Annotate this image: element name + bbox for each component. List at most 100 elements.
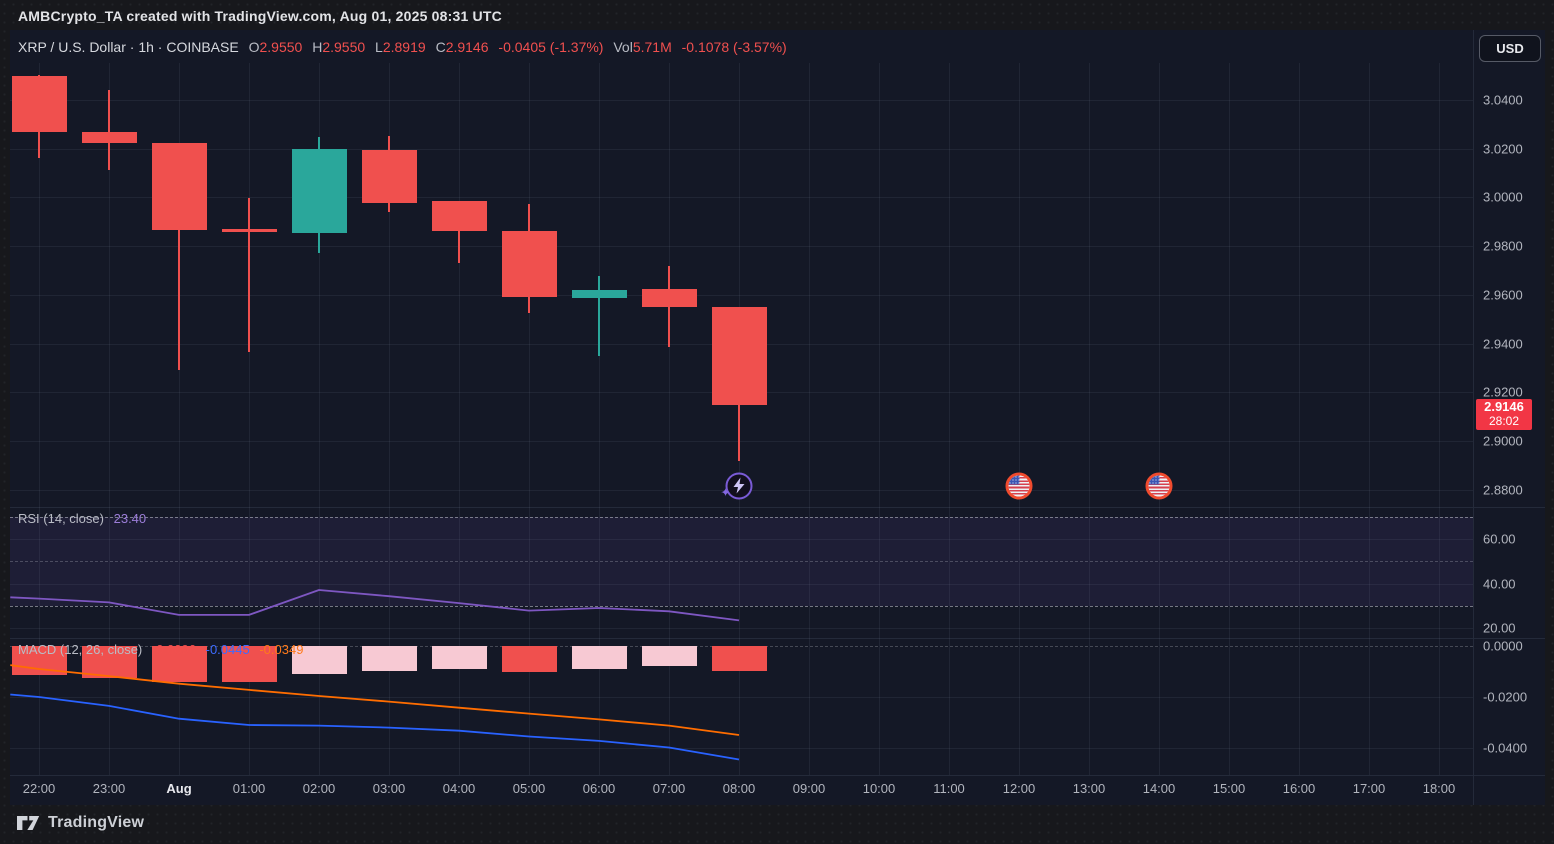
rsi-band-line-30 — [10, 605, 1473, 607]
candle-body-08:00 — [711, 307, 767, 406]
macd-title[interactable]: MACD (12, 26, close) — [18, 642, 143, 657]
macd-histogram-bar-07:00 — [641, 646, 697, 667]
price-axis-separator — [1473, 30, 1474, 805]
macd-histogram-value: -0.0096 — [151, 642, 196, 657]
gridline-price — [10, 197, 1473, 199]
gridline-price — [10, 100, 1473, 101]
symbol-legend-row[interactable]: XRP / U.S. Dollar · 1h · COINBASE O2.955… — [18, 39, 793, 55]
candle-wick-06:00 — [598, 275, 600, 356]
macd-histogram-bar-03:00 — [361, 646, 417, 671]
gridline-macd — [10, 697, 1473, 698]
gridline-vertical — [1299, 63, 1300, 775]
tradingview-logo-icon — [17, 816, 40, 830]
candle-body-23:00 — [81, 131, 137, 144]
close-value: 2.9146 — [445, 39, 489, 55]
gridline-rsi — [10, 583, 1473, 585]
candle-body-22:00 — [11, 75, 67, 132]
macd-line-value: -0.0445 — [205, 642, 250, 657]
page-title: AMBCrypto_TA created with TradingView.co… — [18, 8, 502, 24]
gridline-vertical — [599, 63, 600, 775]
macd-histogram-bar-04:00 — [431, 646, 487, 669]
tradingview-logo[interactable]: TradingView — [16, 813, 144, 833]
candle-wick-23:00 — [108, 90, 110, 171]
last-price-label[interactable]: 2.9146 28:02 — [1476, 399, 1532, 430]
flag-canton — [1008, 475, 1020, 485]
gridline-vertical — [1159, 63, 1160, 775]
candle-body-01:00 — [221, 228, 277, 233]
gridline-rsi — [10, 628, 1473, 629]
macd-legend-row[interactable]: MACD (12, 26, close) -0.0096 -0.0445 -0.… — [18, 642, 309, 657]
gridline-price — [10, 148, 1473, 150]
lightning-event-icon[interactable]: ✦ — [721, 472, 753, 500]
currency-button[interactable]: USD — [1479, 35, 1541, 62]
close-label: C — [435, 39, 446, 55]
candle-body-00:00 — [151, 143, 207, 230]
last-price-value: 2.9146 — [1484, 399, 1524, 414]
time-axis-separator — [10, 775, 1545, 776]
gridline-vertical — [109, 63, 110, 775]
bar-countdown: 28:02 — [1488, 413, 1520, 428]
low-label: L — [375, 39, 383, 55]
gridline-vertical — [669, 63, 670, 775]
candle-body-03:00 — [361, 149, 417, 203]
gridline-vertical — [1369, 63, 1370, 775]
gridline-vertical — [949, 63, 950, 775]
flag-canton — [1148, 475, 1160, 485]
us-flag-event-icon[interactable] — [1145, 472, 1173, 500]
gridline-vertical — [39, 63, 40, 775]
high-value: 2.9550 — [322, 39, 366, 55]
us-flag-event-icon[interactable] — [1005, 472, 1033, 500]
gridline-vertical — [1229, 63, 1230, 775]
gridline-vertical — [249, 63, 250, 775]
gridline-vertical — [1019, 63, 1020, 775]
candle-body-06:00 — [571, 289, 627, 299]
volume-value: 5.71M — [632, 39, 672, 55]
gridline-vertical — [319, 63, 320, 775]
candle-body-04:00 — [431, 201, 487, 231]
gridline-macd — [10, 748, 1473, 749]
pane-separator-macd[interactable] — [10, 638, 1545, 639]
candle-body-05:00 — [501, 230, 557, 297]
macd-histogram-bar-06:00 — [571, 646, 627, 669]
macd-histogram-bar-08:00 — [711, 646, 767, 671]
gridline-price — [10, 294, 1473, 296]
lightning-bolt-glyph — [733, 477, 745, 494]
macd-signal-value: -0.0349 — [259, 642, 304, 657]
candle-wick-00:00 — [178, 143, 180, 370]
gridline-vertical — [1439, 63, 1440, 775]
gridline-price — [10, 246, 1473, 248]
rsi-title[interactable]: RSI (14, close) — [18, 511, 104, 526]
macd-histogram-bar-05:00 — [501, 646, 557, 672]
gridline-price — [10, 440, 1473, 442]
gridline-vertical — [1089, 63, 1090, 775]
gridline-vertical — [389, 63, 390, 775]
candle-wick-01:00 — [248, 198, 250, 352]
sparkle-glyph: ✦ — [720, 485, 731, 500]
gridline-vertical — [179, 63, 180, 775]
rsi-band-line-50 — [10, 561, 1473, 563]
candle-body-07:00 — [641, 289, 697, 308]
change-value: -0.0405 (-1.37%) — [498, 39, 604, 55]
volume-change-value: -0.1078 (-3.57%) — [681, 39, 787, 55]
open-label: O — [248, 39, 260, 55]
candle-wick-04:00 — [458, 201, 460, 263]
volume-label: Vol — [613, 39, 633, 55]
tradingview-logo-text: TradingView — [48, 814, 145, 831]
gridline-vertical — [529, 63, 530, 775]
open-value: 2.9550 — [259, 39, 303, 55]
pane-separator-rsi[interactable] — [10, 507, 1545, 508]
gridline-rsi — [10, 539, 1473, 540]
symbol-title[interactable]: XRP / U.S. Dollar · 1h · COINBASE — [18, 39, 239, 55]
rsi-band-line-70 — [10, 516, 1473, 518]
rsi-value: 23.40 — [113, 511, 147, 526]
candle-body-02:00 — [291, 149, 347, 233]
gridline-vertical — [879, 63, 880, 775]
high-label: H — [312, 39, 323, 55]
rsi-legend-row[interactable]: RSI (14, close) 23.40 — [18, 511, 152, 526]
gridline-vertical — [809, 63, 810, 775]
low-value: 2.8919 — [382, 39, 426, 55]
gridline-vertical — [459, 63, 460, 775]
